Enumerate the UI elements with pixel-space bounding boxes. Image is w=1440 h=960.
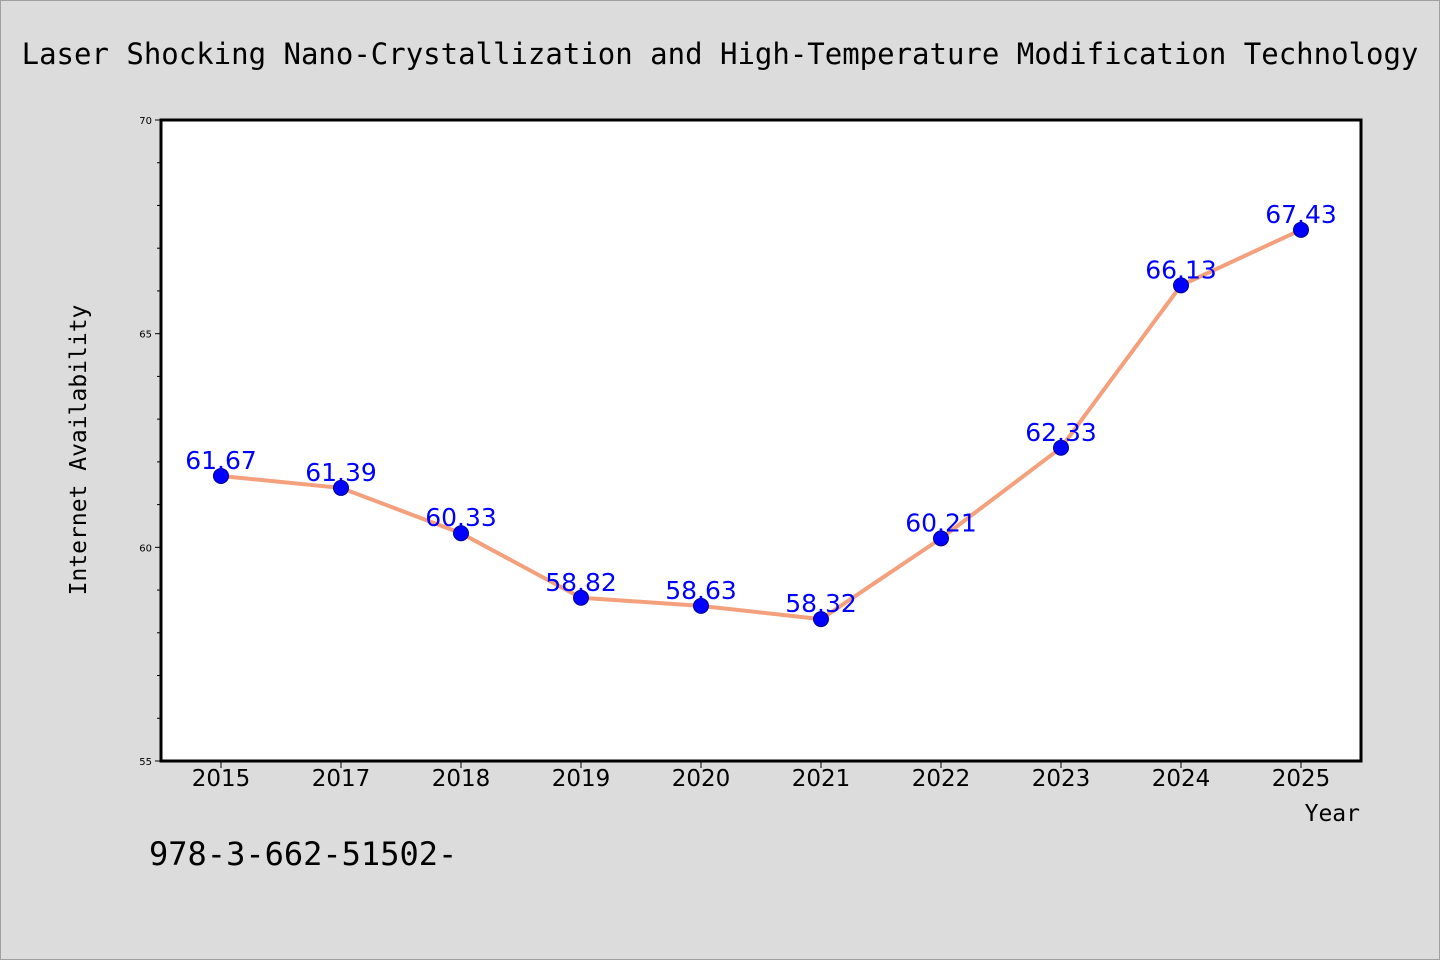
data-label: 60.33 bbox=[425, 503, 497, 532]
x-tick-label: 2022 bbox=[912, 766, 971, 792]
x-tick-label: 2017 bbox=[312, 766, 371, 792]
data-label: 61.67 bbox=[185, 446, 257, 475]
data-point bbox=[453, 525, 469, 542]
footer-isbn: 978-3-662-51502- bbox=[149, 835, 457, 873]
data-label: 58.82 bbox=[545, 568, 617, 597]
data-label: 67.43 bbox=[1265, 200, 1337, 229]
data-point bbox=[573, 589, 589, 606]
y-tick-label: 55 bbox=[139, 757, 152, 768]
y-tick-label: 65 bbox=[139, 330, 152, 341]
data-labels: 61.67 61.39 60.33 58.82 58.63 58.32 60.21 62.33… bbox=[185, 200, 1337, 618]
y-axis-label: Internet Availability bbox=[66, 305, 92, 596]
data-label: 66.13 bbox=[1145, 255, 1217, 284]
data-label: 62.33 bbox=[1025, 418, 1097, 447]
y-tick-label: 60 bbox=[139, 543, 152, 554]
x-tick-label: 2023 bbox=[1032, 766, 1091, 792]
x-tick-label: 2024 bbox=[1152, 766, 1211, 792]
series-line bbox=[220, 228, 1302, 622]
y-tick-label: 70 bbox=[139, 116, 152, 127]
plot-area bbox=[159, 118, 1363, 763]
data-point bbox=[1173, 277, 1189, 294]
data-label: 58.32 bbox=[785, 589, 857, 618]
data-point bbox=[1053, 439, 1069, 456]
x-axis-label: Year bbox=[1305, 801, 1360, 827]
data-label: 61.39 bbox=[305, 458, 377, 487]
x-tick-label: 2018 bbox=[432, 766, 491, 792]
data-point bbox=[693, 597, 709, 614]
data-point bbox=[213, 467, 229, 484]
data-point bbox=[1293, 221, 1309, 238]
data-label: 60.21 bbox=[905, 508, 977, 537]
x-axis: 2015 2017 2018 2019 2020 2021 2022 2023 2024 2025 bbox=[192, 761, 1331, 792]
data-point bbox=[933, 530, 949, 547]
chart-title: Laser Shocking Nano-Crystallization and … bbox=[22, 37, 1419, 71]
x-tick-label: 2015 bbox=[192, 766, 251, 792]
y-axis: 55 60 65 70 bbox=[139, 116, 161, 768]
data-point bbox=[333, 479, 349, 496]
x-tick-label: 2025 bbox=[1272, 766, 1331, 792]
series-markers bbox=[213, 221, 1309, 628]
x-tick-label: 2020 bbox=[672, 766, 731, 792]
x-tick-label: 2021 bbox=[792, 766, 851, 792]
data-label: 58.63 bbox=[665, 576, 737, 605]
x-tick-label: 2019 bbox=[552, 766, 611, 792]
data-point bbox=[813, 611, 829, 628]
